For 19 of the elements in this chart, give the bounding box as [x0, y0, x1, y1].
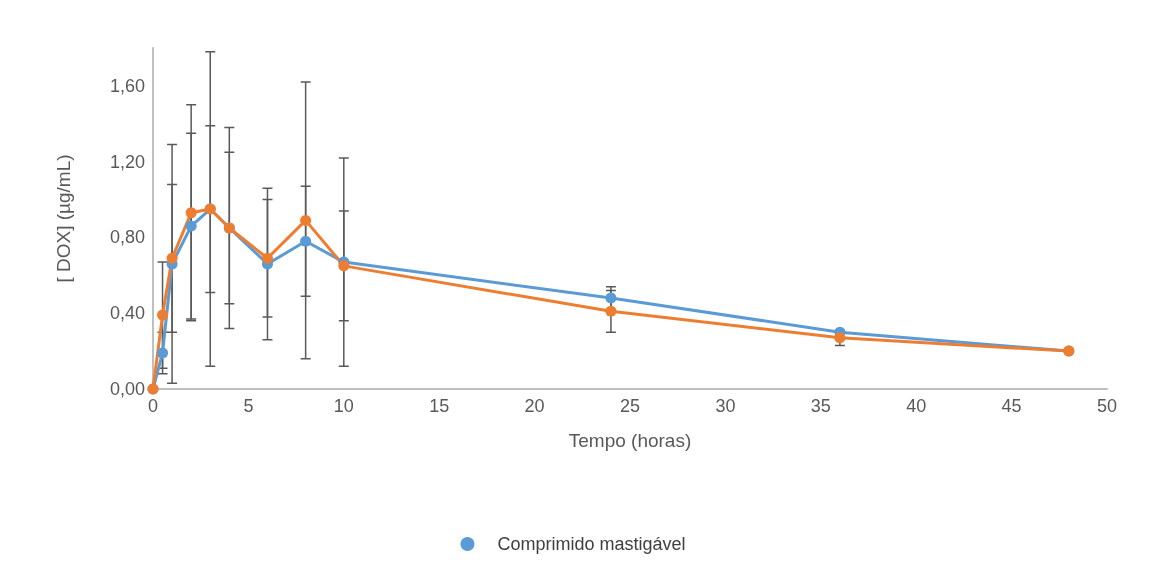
x-tick-label: 5 — [243, 396, 254, 416]
x-tick-label: 50 — [1096, 396, 1118, 416]
x-tick-label: 45 — [1001, 396, 1022, 416]
x-tick-label: 30 — [715, 396, 736, 416]
x-tick-label: 10 — [333, 396, 354, 416]
y-tick-label: 1,60 — [109, 75, 145, 96]
y-tick-label: 1,20 — [109, 151, 145, 172]
legend-label: Comprimido mastigável — [497, 534, 686, 554]
x-tick-label: 15 — [429, 396, 450, 416]
x-tick-label: 40 — [906, 396, 927, 416]
y-tick-label: 0,80 — [109, 227, 145, 248]
x-tick-label: 25 — [619, 396, 641, 416]
x-axis-title: Tempo (horas) — [568, 430, 692, 451]
y-tick-label: 0,00 — [109, 379, 145, 399]
x-tick-label: 35 — [810, 396, 831, 416]
x-tick-label: 0 — [147, 396, 159, 416]
y-tick-label: 0,40 — [109, 303, 145, 324]
x-tick-label: 20 — [524, 396, 545, 416]
y-axis-title: [ DOX] (µg/mL) — [53, 154, 74, 283]
